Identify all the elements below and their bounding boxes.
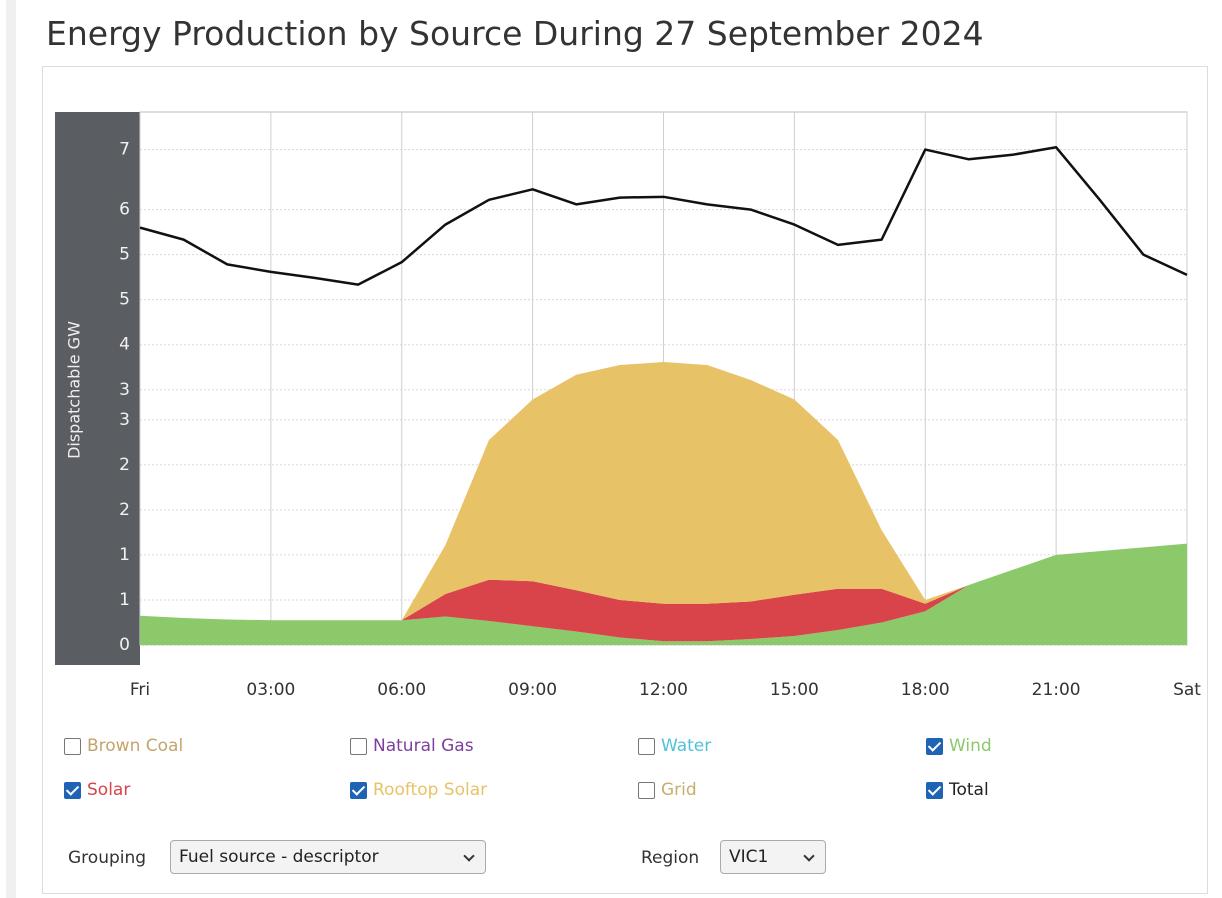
x-tick-label: 12:00	[639, 680, 688, 700]
legend-item[interactable]: Water	[638, 736, 711, 756]
y-tick-label: 3	[119, 410, 130, 430]
checkbox[interactable]	[350, 781, 367, 799]
checkbox[interactable]	[350, 737, 367, 755]
legend-label: Rooftop Solar	[373, 780, 488, 800]
x-tick-label: 21:00	[1032, 680, 1081, 700]
checkbox[interactable]	[64, 737, 81, 755]
x-tick-label: 15:00	[770, 680, 819, 700]
y-tick-label: 1	[119, 590, 130, 610]
area	[140, 543, 1187, 645]
x-tick-label: Fri	[130, 680, 150, 700]
x-tick-label: 18:00	[901, 680, 950, 700]
chart-title: Energy Production by Source During 27 Se…	[46, 14, 984, 53]
checkbox[interactable]	[926, 737, 943, 755]
y-tick-label: 4	[119, 335, 130, 355]
y-tick-label: 3	[119, 380, 130, 400]
chart-panel	[42, 66, 1208, 894]
y-axis-label: Dispatchable GW	[65, 321, 84, 459]
legend-label: Solar	[87, 780, 131, 800]
y-tick-label: 0	[119, 635, 130, 655]
legend-item[interactable]: Grid	[638, 780, 697, 800]
legend-item[interactable]: Natural Gas	[350, 736, 474, 756]
checkbox[interactable]	[638, 737, 655, 755]
grouping-label: Grouping	[68, 848, 147, 868]
y-tick-label: 6	[119, 200, 130, 220]
area	[140, 361, 1187, 621]
legend-label: Total	[949, 780, 989, 800]
line	[139, 146, 1188, 286]
x-tick-label: Sat	[1173, 680, 1201, 700]
region-label: Region	[641, 848, 700, 868]
legend-item[interactable]: Total	[926, 780, 989, 800]
legend-label: Grid	[661, 780, 697, 800]
legend-item[interactable]: Rooftop Solar	[350, 780, 487, 800]
legend-label: Water	[661, 736, 712, 756]
x-tick-label: 09:00	[508, 680, 557, 700]
y-tick-label: 2	[119, 455, 130, 475]
x-tick-label: 03:00	[246, 680, 295, 700]
y-tick-label: 2	[119, 500, 130, 520]
region-select[interactable]: VIC1	[720, 840, 826, 874]
checkbox[interactable]	[638, 781, 655, 799]
legend-label: Wind	[949, 736, 992, 756]
legend-label: Brown Coal	[87, 736, 184, 756]
legend-item[interactable]: Brown Coal	[64, 736, 183, 756]
x-tick-label: 06:00	[377, 680, 426, 700]
y-axis-band	[55, 112, 140, 665]
checkbox[interactable]	[926, 781, 943, 799]
y-tick-label: 1	[119, 545, 130, 565]
legend-item[interactable]: Wind	[926, 736, 992, 756]
area	[140, 543, 1187, 642]
areas	[140, 361, 1187, 645]
y-tick-label: 7	[119, 140, 130, 160]
grouping-select[interactable]: Fuel source - descriptor	[170, 840, 486, 874]
checkbox[interactable]	[64, 781, 81, 799]
sidebar-edge	[6, 0, 16, 898]
y-tick-label: 5	[119, 245, 130, 265]
legend-item[interactable]: Solar	[64, 780, 130, 800]
legend-label: Natural Gas	[373, 736, 474, 756]
y-tick-label: 5	[119, 290, 130, 310]
